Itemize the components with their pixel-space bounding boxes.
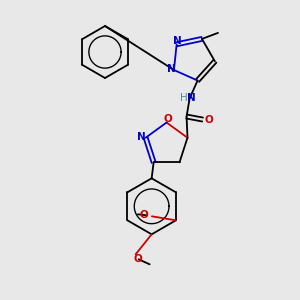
Text: N: N (167, 64, 175, 74)
Text: H: H (180, 92, 188, 103)
Text: O: O (163, 113, 172, 124)
Text: N: N (173, 36, 182, 46)
Text: O: O (133, 254, 142, 264)
Text: N: N (187, 92, 196, 103)
Text: N: N (137, 132, 146, 142)
Text: O: O (140, 210, 148, 220)
Text: O: O (204, 115, 213, 124)
